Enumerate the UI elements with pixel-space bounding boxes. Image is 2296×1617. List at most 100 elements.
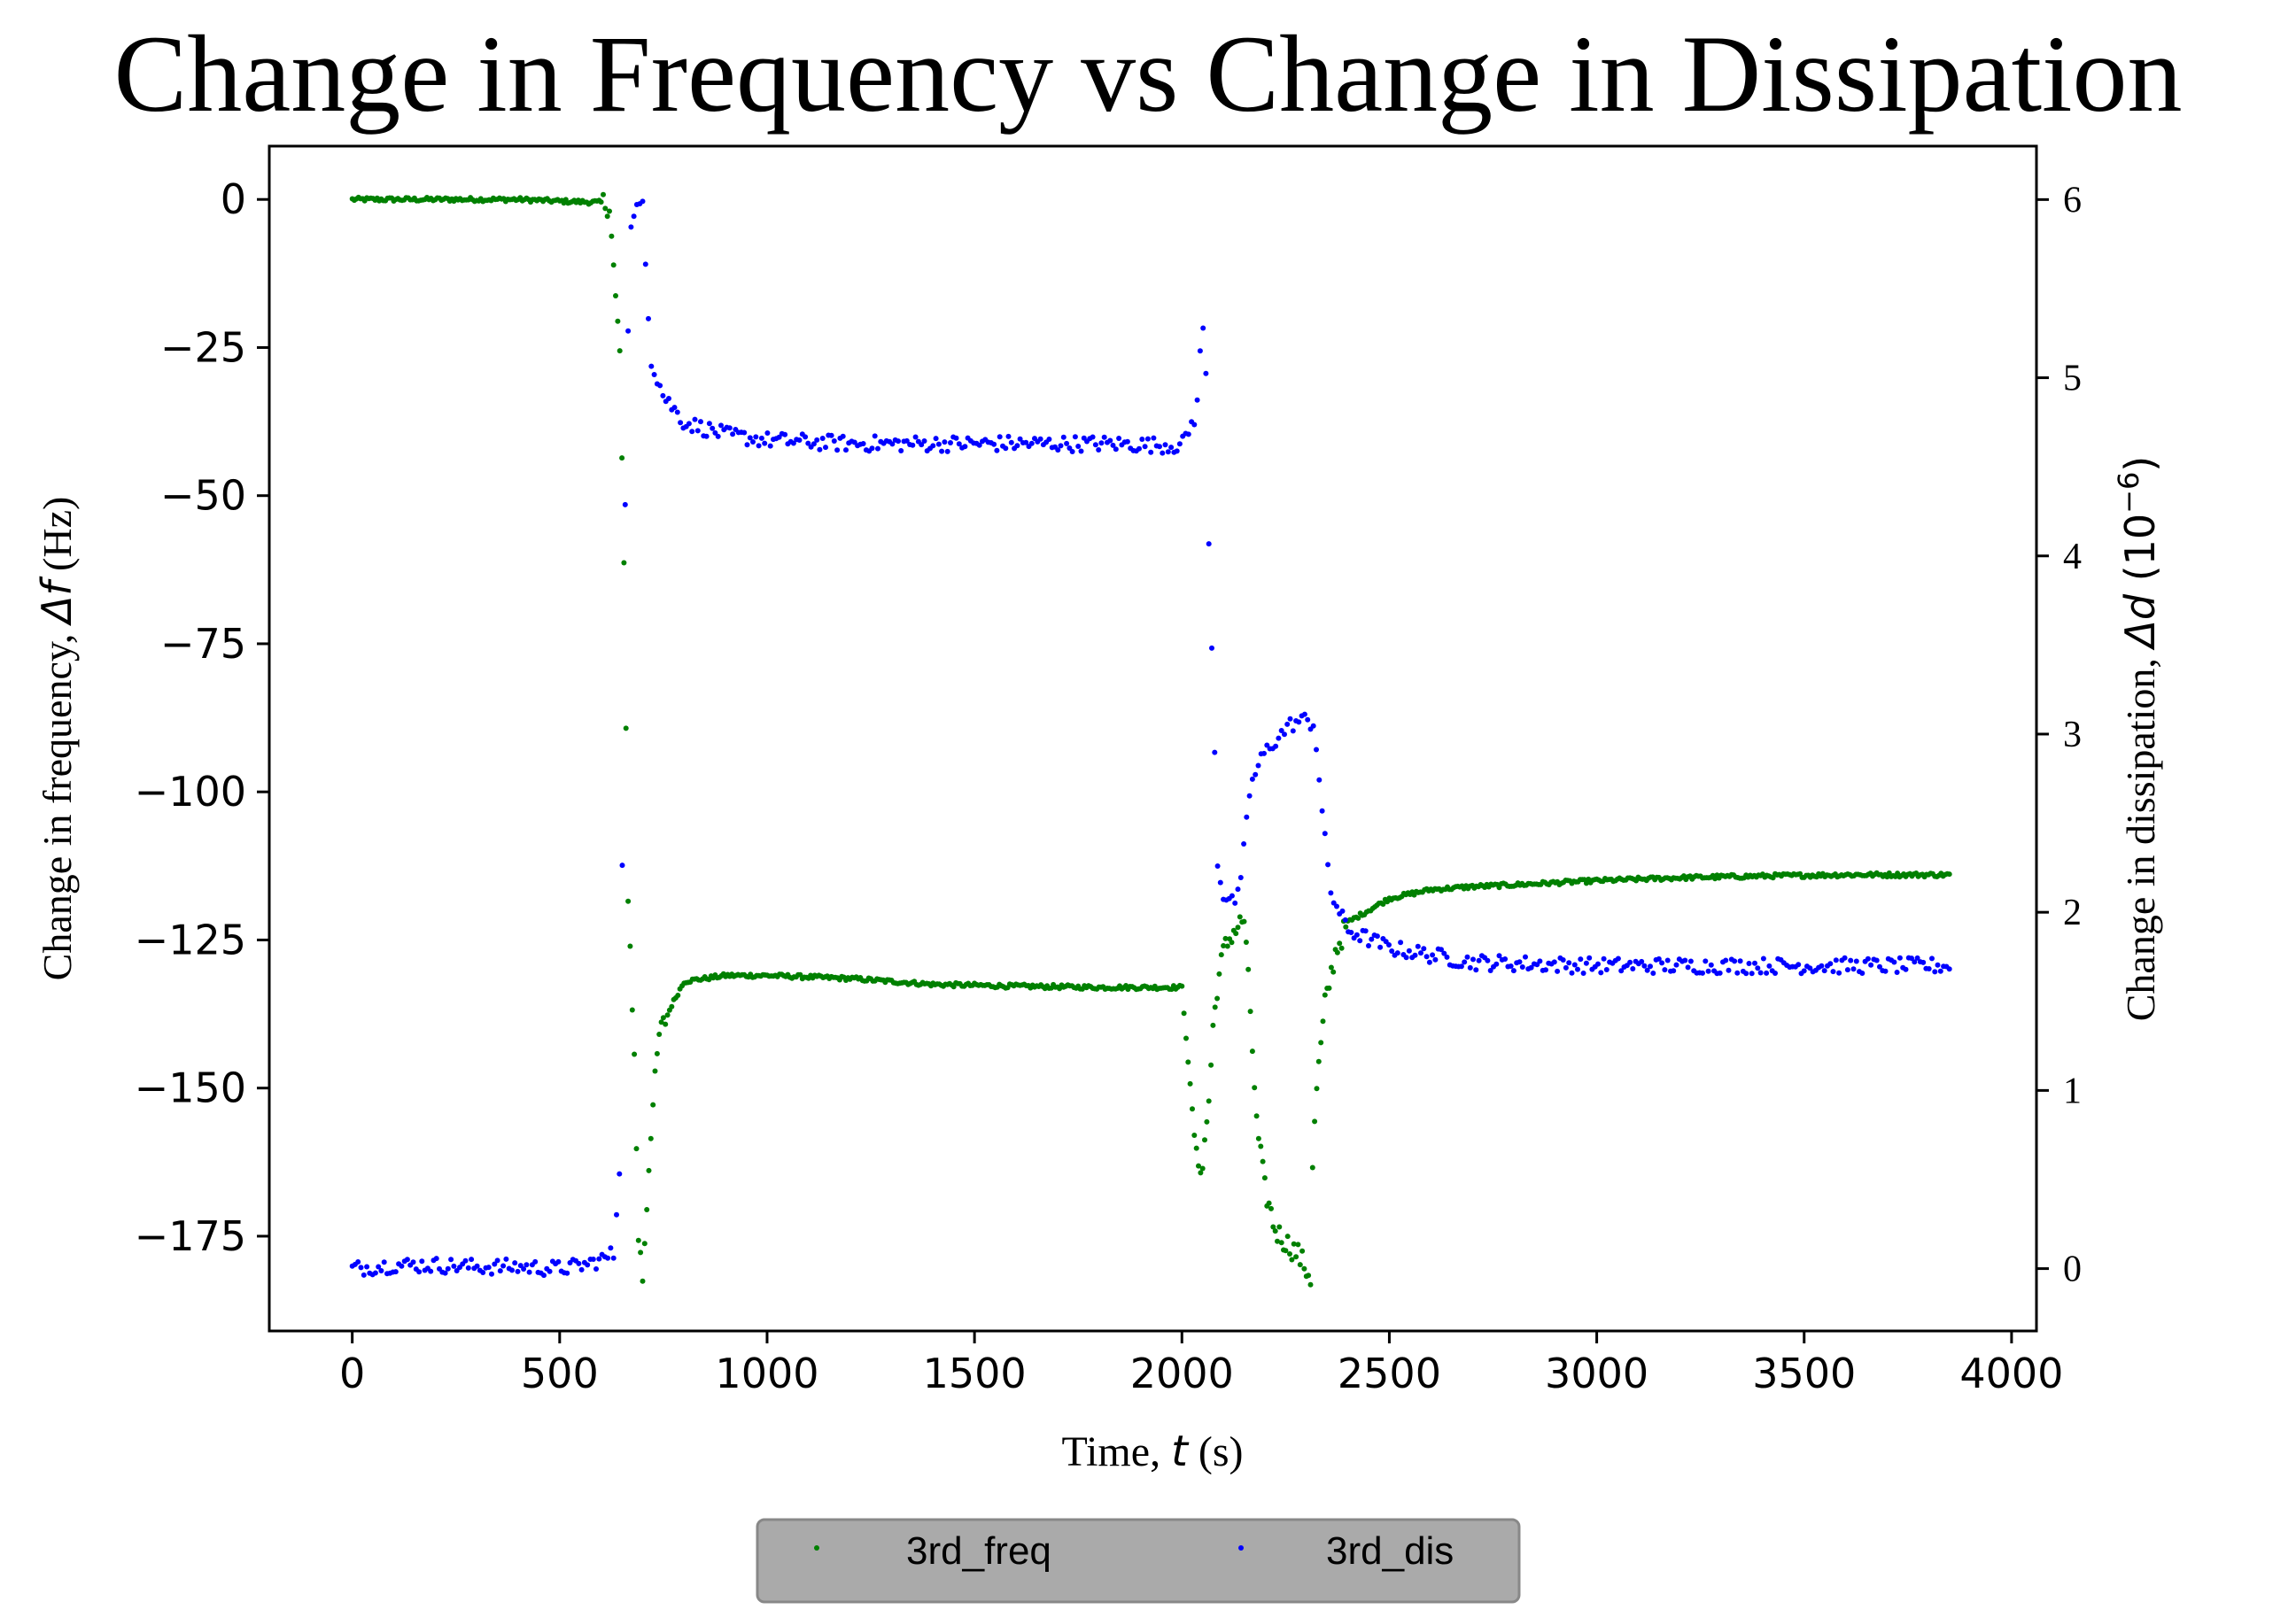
data-point xyxy=(1366,943,1371,948)
data-point xyxy=(608,1245,614,1251)
data-point xyxy=(644,1207,650,1212)
right-y-tick-label: 0 xyxy=(2063,1250,2082,1290)
data-point xyxy=(1487,968,1493,973)
data-point xyxy=(1760,956,1766,962)
data-point xyxy=(1348,930,1354,935)
data-point xyxy=(1255,1135,1261,1141)
data-point xyxy=(622,501,628,507)
data-point xyxy=(469,1257,475,1263)
data-point xyxy=(1827,961,1834,967)
data-point xyxy=(642,261,648,267)
data-point xyxy=(1563,964,1569,971)
data-point xyxy=(462,1257,469,1264)
data-point xyxy=(541,1273,547,1279)
data-point xyxy=(1369,936,1375,942)
data-point xyxy=(1233,931,1239,937)
data-point xyxy=(753,434,759,440)
data-point xyxy=(1355,915,1361,921)
data-point xyxy=(1423,954,1430,960)
data-point xyxy=(686,421,692,427)
data-point xyxy=(976,442,982,448)
data-point xyxy=(1187,1080,1193,1087)
data-point xyxy=(1946,871,1952,878)
data-point xyxy=(1315,1058,1322,1064)
data-point xyxy=(451,1263,457,1269)
data-point xyxy=(1284,721,1291,727)
data-point xyxy=(1023,439,1029,445)
data-point xyxy=(1224,943,1230,949)
data-point xyxy=(381,1259,387,1265)
data-point xyxy=(1717,970,1723,976)
data-point xyxy=(448,1257,454,1263)
data-point xyxy=(633,1146,640,1152)
data-point xyxy=(1343,924,1349,930)
data-point xyxy=(1618,968,1625,974)
data-point xyxy=(1297,1262,1303,1268)
data-point xyxy=(1325,862,1331,868)
data-point xyxy=(1287,1251,1292,1257)
data-point xyxy=(1212,1004,1218,1010)
data-point xyxy=(1276,1224,1283,1230)
data-point xyxy=(465,1265,471,1271)
data-point xyxy=(1682,957,1688,963)
data-point xyxy=(1319,808,1325,814)
data-point xyxy=(621,560,627,566)
data-point xyxy=(1920,959,1927,965)
data-point xyxy=(660,1015,666,1021)
legend-label-3rd-dis: 3rd_dis xyxy=(1326,1529,1454,1573)
data-point xyxy=(1107,437,1113,444)
data-point xyxy=(1664,957,1671,963)
data-point xyxy=(619,863,625,869)
data-point xyxy=(1209,645,1214,651)
data-point xyxy=(1641,963,1648,969)
data-point xyxy=(1339,908,1346,914)
data-point xyxy=(1836,970,1842,976)
data-point xyxy=(1406,948,1412,954)
data-point xyxy=(1749,971,1755,977)
data-point xyxy=(1819,963,1825,969)
data-point xyxy=(1580,971,1586,976)
data-point xyxy=(1796,962,1802,968)
data-point xyxy=(1441,950,1447,956)
data-point xyxy=(1282,731,1287,738)
data-point xyxy=(1873,957,1880,963)
data-point xyxy=(578,1266,585,1273)
data-point xyxy=(1055,447,1061,453)
data-point xyxy=(1426,959,1432,965)
data-point xyxy=(1644,967,1650,973)
data-point xyxy=(678,420,684,426)
data-point xyxy=(1464,954,1470,960)
data-point xyxy=(1821,968,1827,974)
data-point xyxy=(1136,445,1142,452)
data-point xyxy=(1268,1205,1274,1211)
data-point xyxy=(615,318,621,324)
data-point xyxy=(1270,1224,1276,1230)
x-tick-label: 0 xyxy=(339,1350,365,1397)
right-y-axis-label: Change in dissipation, Δd (10−6) xyxy=(2112,456,2164,1022)
data-point xyxy=(1258,1143,1264,1149)
data-point xyxy=(1260,1158,1266,1164)
data-point xyxy=(392,1269,399,1275)
data-point xyxy=(640,198,646,205)
data-point xyxy=(1246,793,1253,799)
data-point xyxy=(797,971,803,978)
data-point xyxy=(872,433,878,439)
data-point xyxy=(1168,445,1175,451)
data-point xyxy=(1386,942,1392,948)
data-point xyxy=(1142,444,1148,450)
data-point xyxy=(1314,1086,1320,1092)
data-point xyxy=(631,213,637,220)
data-point xyxy=(416,1269,423,1275)
data-point xyxy=(576,1260,582,1266)
data-point xyxy=(756,443,762,449)
data-point xyxy=(613,293,618,298)
data-point xyxy=(1290,728,1296,734)
data-point xyxy=(598,199,604,205)
data-point xyxy=(1197,348,1203,354)
data-point xyxy=(1848,957,1854,963)
left-y-tick-label: −25 xyxy=(160,323,246,371)
data-point xyxy=(364,1264,370,1270)
data-point xyxy=(648,1135,654,1141)
data-point xyxy=(823,445,828,451)
data-point xyxy=(1241,918,1247,925)
